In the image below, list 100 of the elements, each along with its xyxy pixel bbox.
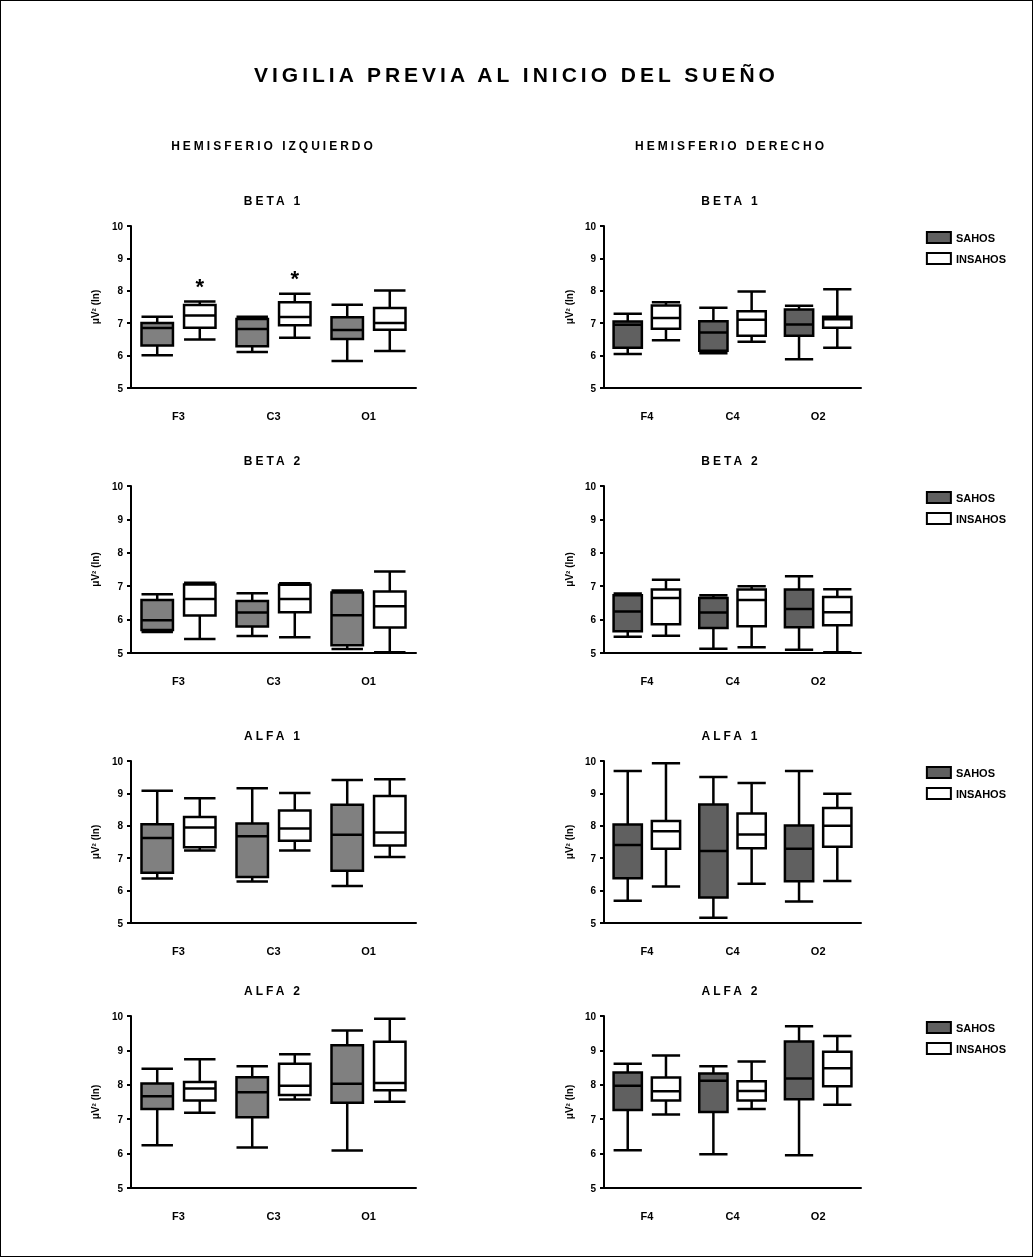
y-tick-label: 8 — [590, 285, 597, 297]
x-tick-label: F4 — [640, 409, 655, 422]
x-tick-label: C3 — [266, 1209, 281, 1222]
legend-label: INSAHOS — [955, 252, 1007, 265]
y-tick-label: 9 — [590, 513, 597, 525]
y-tick-label: 5 — [590, 382, 597, 394]
x-tick-label: C4 — [725, 944, 741, 957]
x-tick-label: C3 — [266, 409, 281, 422]
y-tick-label: 9 — [590, 787, 597, 799]
y-tick-label: 9 — [117, 787, 124, 799]
x-tick-label: O2 — [810, 1209, 826, 1222]
y-tick-label: 7 — [117, 317, 124, 329]
y-tick-label: 8 — [590, 1079, 597, 1091]
text: HEMISFERIO DERECHO — [634, 139, 828, 153]
y-tick-label: 10 — [584, 1010, 597, 1022]
y-tick-label: 7 — [590, 852, 597, 864]
text: HEMISFERIO IZQUIERDO — [170, 139, 377, 153]
legend-label: INSAHOS — [955, 512, 1007, 525]
y-tick-label: 9 — [590, 1044, 597, 1056]
y-tick-label: 6 — [117, 885, 124, 897]
legend-label: SAHOS — [955, 231, 996, 244]
y-axis-title: μV² (ln) — [563, 552, 575, 587]
legend-label: SAHOS — [955, 1021, 996, 1034]
legend-label: SAHOS — [955, 491, 996, 504]
x-tick-label: O2 — [810, 944, 826, 957]
y-tick-label: 5 — [590, 647, 597, 659]
legend-label: SAHOS — [955, 766, 996, 779]
y-tick-label: 7 — [117, 1113, 124, 1125]
y-axis-title: μV² (ln) — [90, 289, 102, 325]
chart-title: BETA 1 — [700, 194, 762, 208]
chart-title: ALFA 1 — [700, 729, 762, 743]
y-axis-title: μV² (ln) — [563, 289, 575, 325]
y-tick-label: 9 — [117, 252, 124, 264]
x-tick-label: O1 — [361, 944, 376, 957]
y-axis-title: μV² (ln) — [563, 824, 575, 860]
y-axis-title: μV² (ln) — [563, 1084, 575, 1120]
y-tick-label: 6 — [590, 614, 597, 626]
x-tick-label: O1 — [361, 674, 376, 687]
y-tick-label: 10 — [111, 1010, 124, 1022]
x-tick-label: F4 — [640, 674, 655, 687]
annotation: * — [290, 266, 300, 292]
chart-title: ALFA 1 — [243, 729, 304, 743]
x-tick-label: C3 — [266, 944, 281, 957]
y-tick-label: 10 — [111, 755, 124, 767]
y-tick-label: 8 — [117, 547, 124, 559]
chart-title: BETA 1 — [242, 194, 305, 208]
x-tick-label: F3 — [172, 674, 185, 687]
y-tick-label: 8 — [117, 1079, 124, 1091]
legend-label: INSAHOS — [955, 787, 1007, 800]
y-tick-label: 10 — [111, 220, 124, 232]
y-axis-title: μV² (ln) — [90, 1084, 102, 1120]
y-tick-label: 8 — [590, 547, 597, 559]
x-tick-label: C3 — [266, 674, 281, 687]
x-tick-label: O1 — [361, 409, 376, 422]
y-tick-label: 9 — [590, 252, 597, 264]
y-axis-title: μV² (ln) — [90, 552, 102, 587]
x-tick-label: F3 — [172, 409, 185, 422]
y-tick-label: 6 — [590, 1148, 597, 1160]
y-tick-label: 9 — [117, 1044, 124, 1056]
y-tick-label: 7 — [117, 852, 124, 864]
y-tick-label: 6 — [117, 614, 124, 626]
x-tick-label: F4 — [640, 1209, 655, 1222]
x-tick-label: F3 — [172, 944, 185, 957]
y-tick-label: 6 — [590, 885, 597, 897]
x-tick-label: C4 — [725, 674, 741, 687]
legend-label: INSAHOS — [955, 1042, 1007, 1055]
y-tick-label: 10 — [584, 755, 597, 767]
chart-title: BETA 2 — [242, 454, 305, 468]
y-tick-label: 10 — [584, 480, 597, 492]
x-tick-label: F3 — [172, 1209, 185, 1222]
y-tick-label: 10 — [584, 220, 597, 232]
y-axis-title: μV² (ln) — [90, 824, 102, 860]
y-tick-label: 5 — [590, 1182, 597, 1194]
y-tick-label: 6 — [590, 350, 597, 362]
annotation: * — [195, 273, 205, 299]
y-tick-label: 9 — [117, 513, 124, 525]
y-tick-label: 5 — [117, 382, 124, 394]
chart-title: BETA 2 — [700, 454, 762, 468]
y-tick-label: 5 — [117, 1182, 124, 1194]
y-tick-label: 7 — [590, 317, 597, 329]
text: VIGILIA PREVIA AL INICIO DEL SUEÑO — [253, 63, 780, 87]
chart-title: ALFA 2 — [243, 984, 304, 998]
y-tick-label: 7 — [117, 580, 124, 592]
y-tick-label: 7 — [590, 580, 597, 592]
chart-title: ALFA 2 — [700, 984, 762, 998]
y-tick-label: 5 — [117, 917, 124, 929]
y-tick-label: 5 — [117, 647, 124, 659]
x-tick-label: O2 — [810, 674, 826, 687]
y-tick-label: 6 — [117, 350, 124, 362]
x-tick-label: F4 — [640, 944, 655, 957]
y-tick-label: 8 — [117, 820, 124, 832]
x-tick-label: O2 — [810, 409, 826, 422]
y-tick-label: 8 — [590, 820, 597, 832]
y-tick-label: 6 — [117, 1148, 124, 1160]
y-tick-label: 7 — [590, 1113, 597, 1125]
y-tick-label: 8 — [117, 285, 124, 297]
y-tick-label: 10 — [111, 480, 124, 492]
x-tick-label: O1 — [361, 1209, 376, 1222]
y-tick-label: 5 — [590, 917, 597, 929]
x-tick-label: C4 — [725, 1209, 741, 1222]
